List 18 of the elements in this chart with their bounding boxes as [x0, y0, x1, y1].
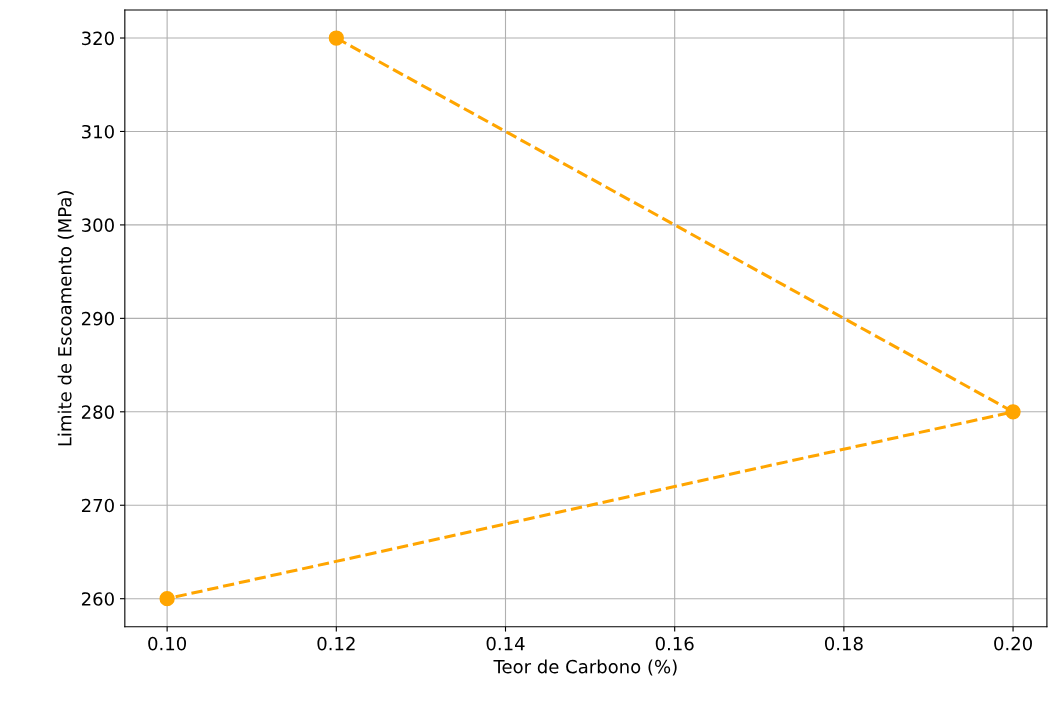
- x-tick-label: 0.14: [486, 636, 525, 651]
- point: [159, 591, 175, 607]
- y-axis-title: Limite de Escoamento (MPa): [57, 191, 74, 446]
- x-tick-label: 0.10: [148, 636, 187, 651]
- x-axis-title: Teor de Carbono (%): [493, 659, 677, 676]
- y-tick-label: 300: [82, 218, 114, 233]
- point: [1005, 404, 1021, 420]
- point: [328, 30, 344, 46]
- x-tick-label: 0.12: [317, 636, 355, 651]
- y-tick-label: 310: [82, 124, 114, 139]
- x-tick-label: 0.20: [994, 636, 1032, 651]
- y-tick-label: 260: [81, 592, 114, 606]
- y-tick-label: 270: [81, 498, 114, 513]
- y-tick-label: 320: [82, 31, 114, 46]
- x-tick-label: 0.16: [655, 636, 694, 651]
- y-tick-label: 280: [81, 405, 114, 419]
- x-tick-label: 0.18: [824, 636, 863, 651]
- y-tick-label: 290: [81, 311, 114, 326]
